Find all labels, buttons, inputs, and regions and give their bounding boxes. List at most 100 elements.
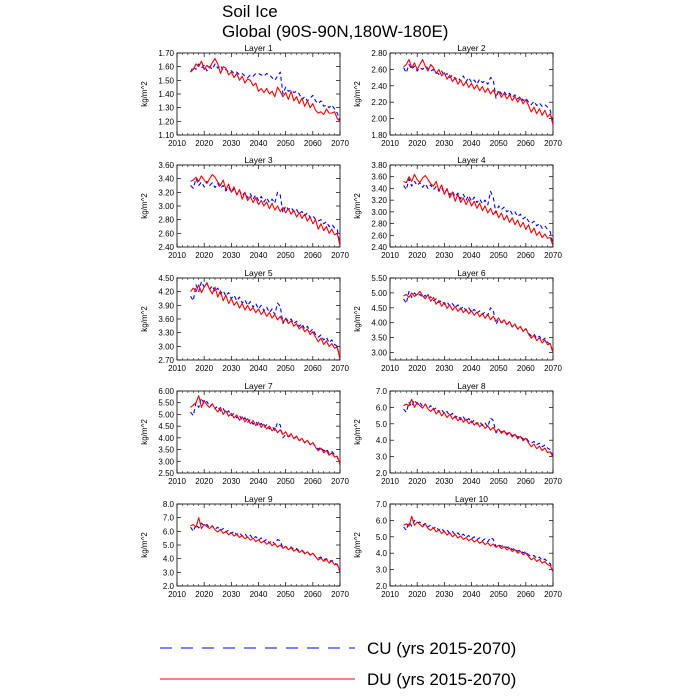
y-tick-label: 2.0 <box>376 582 388 591</box>
plot-frame <box>389 503 554 587</box>
y-tick-label: 4.50 <box>371 304 387 313</box>
series-line-cu <box>403 519 554 572</box>
x-tick-label: 2030 <box>435 590 453 599</box>
y-tick-label: 3.00 <box>158 202 174 211</box>
x-tick-label: 2030 <box>435 251 453 260</box>
series-line-cu <box>403 399 554 457</box>
x-tick-label: 2070 <box>544 364 562 373</box>
x-tick-label: 2050 <box>490 364 508 373</box>
x-tick-label: 2060 <box>304 590 322 599</box>
x-tick-label: 2020 <box>195 139 213 148</box>
x-tick-label: 2050 <box>277 590 295 599</box>
y-tick-label: 2.80 <box>158 216 174 225</box>
y-tick-label: 5.0 <box>163 541 175 550</box>
series-line-cu <box>403 290 554 354</box>
y-tick-label: 6.0 <box>376 403 388 412</box>
y-tick-label: 6.0 <box>163 527 175 536</box>
legend-label: CU (yrs 2015-2070) <box>367 639 516 658</box>
y-tick-label: 2.60 <box>371 65 387 74</box>
y-tick-label: 3.40 <box>158 175 174 184</box>
y-tick-label: 4.0 <box>376 549 388 558</box>
plot-frame <box>176 52 341 136</box>
series-line-du <box>403 398 554 458</box>
y-tick-label: 7.0 <box>376 500 388 509</box>
y-tick-label: 1.70 <box>158 49 174 58</box>
chart-title: Soil Ice <box>222 2 278 21</box>
x-tick-label: 2010 <box>168 251 186 260</box>
x-tick-label: 2040 <box>463 251 481 260</box>
x-tick-label: 2060 <box>517 364 535 373</box>
y-axis-label: kg/m^2 <box>353 419 362 445</box>
plot-frame <box>176 277 341 361</box>
y-tick-label: 3.60 <box>158 315 174 324</box>
x-tick-label: 2050 <box>490 251 508 260</box>
y-tick-label: 4.00 <box>158 434 174 443</box>
x-tick-label: 2010 <box>381 477 399 486</box>
series-line-du <box>403 515 554 573</box>
y-tick-label: 2.50 <box>158 469 174 478</box>
y-tick-label: 7.0 <box>163 514 175 523</box>
y-tick-label: 1.40 <box>158 90 174 99</box>
y-axis-label: kg/m^2 <box>140 532 149 558</box>
x-tick-label: 2010 <box>168 590 186 599</box>
panel-3: Layer 3 2010 2020 2030 2040 2050 2060 2070 2.40 2… <box>140 155 349 260</box>
series-line-cu <box>190 397 341 465</box>
panel-7: Layer 7 2010 2020 2030 2040 2050 2060 2070 2.50 3… <box>140 381 349 486</box>
x-tick-label: 2050 <box>277 477 295 486</box>
panel-title: Layer 9 <box>244 494 273 504</box>
x-tick-label: 2030 <box>222 477 240 486</box>
x-tick-label: 2060 <box>304 251 322 260</box>
panel-5: Layer 5 2010 2020 2030 2040 2050 2060 2070 2.70 3… <box>140 268 349 373</box>
y-tick-label: 3.30 <box>158 329 174 338</box>
x-tick-label: 2040 <box>463 139 481 148</box>
y-tick-label: 2.80 <box>371 220 387 229</box>
y-tick-label: 3.60 <box>371 173 387 182</box>
x-tick-label: 2060 <box>517 251 535 260</box>
y-tick-label: 6.0 <box>376 516 388 525</box>
panel-2: Layer 2 2010 2020 2030 2040 2050 2060 2070 1.80 2… <box>353 43 562 148</box>
x-tick-label: 2030 <box>222 139 240 148</box>
x-tick-label: 2070 <box>331 477 349 486</box>
x-tick-label: 2030 <box>222 590 240 599</box>
series-line-cu <box>190 281 341 360</box>
y-tick-label: 3.40 <box>371 184 387 193</box>
x-tick-label: 2030 <box>435 477 453 486</box>
y-tick-label: 2.0 <box>376 469 388 478</box>
y-tick-label: 4.0 <box>163 555 175 564</box>
y-tick-label: 3.00 <box>371 349 387 358</box>
x-tick-label: 2010 <box>168 139 186 148</box>
plot-frame <box>176 390 341 474</box>
series-line-du <box>403 59 554 126</box>
x-tick-label: 2040 <box>463 590 481 599</box>
series-line-cu <box>403 178 554 246</box>
y-axis-label: kg/m^2 <box>353 193 362 219</box>
panel-title: Layer 7 <box>244 381 273 391</box>
y-tick-label: 3.50 <box>158 446 174 455</box>
panel-8: Layer 8 2010 2020 2030 2040 2050 2060 2070 2.0 3.… <box>353 381 562 486</box>
y-tick-label: 3.90 <box>158 301 174 310</box>
x-tick-label: 2030 <box>435 364 453 373</box>
series-line-du <box>403 173 554 247</box>
x-tick-label: 2020 <box>408 590 426 599</box>
x-tick-label: 2010 <box>381 139 399 148</box>
y-tick-label: 2.70 <box>158 356 174 365</box>
x-tick-label: 2060 <box>517 477 535 486</box>
y-axis-label: kg/m^2 <box>140 419 149 445</box>
panel-4: Layer 4 2010 2020 2030 2040 2050 2060 2070 2.40 2… <box>353 155 562 260</box>
x-tick-label: 2030 <box>222 251 240 260</box>
x-tick-label: 2070 <box>331 364 349 373</box>
x-tick-label: 2010 <box>168 477 186 486</box>
plot-frame <box>176 503 341 587</box>
x-tick-label: 2060 <box>517 590 535 599</box>
panel-6: Layer 6 2010 2020 2030 2040 2050 2060 2070 3.00 3… <box>353 268 562 373</box>
panel-title: Layer 5 <box>244 268 273 278</box>
x-tick-label: 2010 <box>381 590 399 599</box>
y-tick-label: 1.30 <box>158 104 174 113</box>
plot-frame <box>389 390 554 474</box>
y-tick-label: 1.10 <box>158 131 174 140</box>
y-tick-label: 2.0 <box>163 582 175 591</box>
x-tick-label: 2020 <box>408 139 426 148</box>
panel-1: Layer 1 2010 2020 2030 2040 2050 2060 2070 1.10 1… <box>140 43 349 148</box>
y-tick-label: 5.0 <box>376 533 388 542</box>
panel-9: Layer 9 2010 2020 2030 2040 2050 2060 2070 2.0 3.… <box>140 494 349 599</box>
